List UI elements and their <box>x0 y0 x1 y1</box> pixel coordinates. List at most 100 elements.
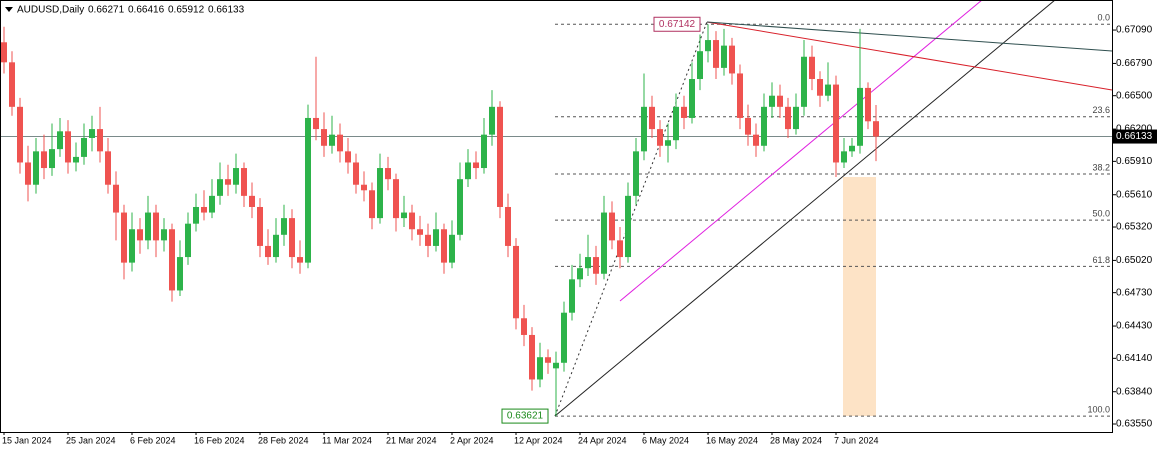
plot-frame <box>0 0 1113 433</box>
fibo-level-label: 0.0 <box>1097 13 1110 23</box>
x-tick-label: 11 Mar 2024 <box>322 435 372 445</box>
x-tick-label: 16 May 2024 <box>706 435 758 445</box>
y-tick-label: 0.63840 <box>1116 386 1153 397</box>
candle-body <box>489 106 495 135</box>
candle-body <box>649 106 655 130</box>
candle-body <box>17 106 23 163</box>
candle-body <box>441 229 447 263</box>
candle-body <box>345 151 351 163</box>
candle-body <box>129 229 135 263</box>
candle-body <box>537 357 543 380</box>
candle-body <box>73 156 79 163</box>
y-tick-label: 0.64140 <box>1116 353 1153 364</box>
fibo-level-label: 100.0 <box>1087 404 1110 414</box>
candle-body <box>481 134 487 169</box>
candle-body <box>473 162 479 169</box>
candle-body <box>433 229 439 246</box>
candle-body <box>361 184 367 191</box>
candle-body <box>777 95 783 107</box>
x-tick-label: 16 Feb 2024 <box>194 435 245 445</box>
candle-body <box>241 168 247 196</box>
candle-body <box>593 257 599 274</box>
current-price-box <box>1113 129 1157 144</box>
candle-body <box>761 106 767 146</box>
price-tag: 0.63621 <box>507 411 544 422</box>
candle-body <box>145 212 151 241</box>
candle-body <box>33 151 39 185</box>
resistance-line <box>706 21 1113 52</box>
grid-layer: 0.0 23.6 38.2 50.0 61.8 100.0 <box>0 13 1116 425</box>
candle-body <box>737 73 743 118</box>
candle-body <box>497 106 503 207</box>
y-tick-label: 0.65020 <box>1116 255 1153 266</box>
candle-body <box>337 134 343 152</box>
candle-body <box>353 162 359 185</box>
y-tick-label: 0.64730 <box>1116 287 1153 298</box>
candle-body <box>873 121 879 137</box>
candle-body <box>785 106 791 130</box>
candle-body <box>865 87 871 122</box>
tag-layer: 0.67142 0.63621 <box>501 16 701 424</box>
x-tick-label: 24 Apr 2024 <box>578 435 627 445</box>
candle-body <box>281 218 287 235</box>
candle-body <box>545 357 551 363</box>
candle-body <box>465 162 471 180</box>
candle-body <box>769 95 775 107</box>
candle-body <box>457 179 463 235</box>
candle-body <box>681 106 687 118</box>
candle-body <box>289 218 295 258</box>
fibo-level-label: 50.0 <box>1092 209 1110 219</box>
candle-body <box>449 234 455 263</box>
resistance-line <box>706 21 1113 91</box>
candle-body <box>369 190 375 219</box>
candle-body <box>137 229 143 241</box>
candle-body <box>201 206 207 213</box>
candle-body <box>113 184 119 213</box>
close-value: 0.66133 <box>208 5 245 16</box>
candle-body <box>153 212 159 241</box>
price-tag-box <box>653 16 701 32</box>
x-tick-label: 2 Apr 2024 <box>450 435 494 445</box>
fibo-level-label: 61.8 <box>1092 255 1110 265</box>
candle-body <box>265 245 271 258</box>
candle-body <box>801 56 807 107</box>
x-tick-label: 15 Jan 2024 <box>2 435 52 445</box>
low-value: 0.65912 <box>168 5 205 16</box>
y-tick-label: 0.65910 <box>1116 156 1153 167</box>
candle-body <box>825 84 831 96</box>
price-tag: 0.67142 <box>659 19 696 30</box>
candle-body <box>97 129 103 152</box>
candle-body <box>817 79 823 96</box>
y-tick-label: 0.65610 <box>1116 189 1153 200</box>
candle-body <box>1 42 7 63</box>
price-tag-box <box>501 408 549 424</box>
candle-body <box>297 257 303 263</box>
x-tick-label: 6 Feb 2024 <box>130 435 176 445</box>
candle-body <box>577 268 583 280</box>
candle-body <box>705 40 711 52</box>
candle-body <box>833 84 839 163</box>
candle-body <box>521 318 527 335</box>
candle-body <box>809 56 815 80</box>
candle-body <box>233 168 239 185</box>
x-tick-label: 21 Mar 2024 <box>386 435 437 445</box>
candle-layer <box>1 24 879 417</box>
high-value: 0.66416 <box>128 5 165 16</box>
candle-body <box>393 179 399 219</box>
candle-body <box>729 45 735 74</box>
x-tick-label: 25 Jan 2024 <box>66 435 116 445</box>
candle-body <box>105 151 111 185</box>
candle-body <box>209 195 215 213</box>
candle-body <box>417 229 423 235</box>
candle-body <box>169 229 175 291</box>
candle-body <box>697 51 703 80</box>
candle-body <box>641 106 647 152</box>
y-tick-label: 0.66790 <box>1116 58 1153 69</box>
y-tick-label: 0.67090 <box>1116 25 1153 36</box>
candle-body <box>329 134 335 146</box>
fibo-level-label: 23.6 <box>1092 105 1110 115</box>
candle-body <box>673 106 679 141</box>
candle-body <box>401 212 407 219</box>
candle-body <box>657 129 663 146</box>
